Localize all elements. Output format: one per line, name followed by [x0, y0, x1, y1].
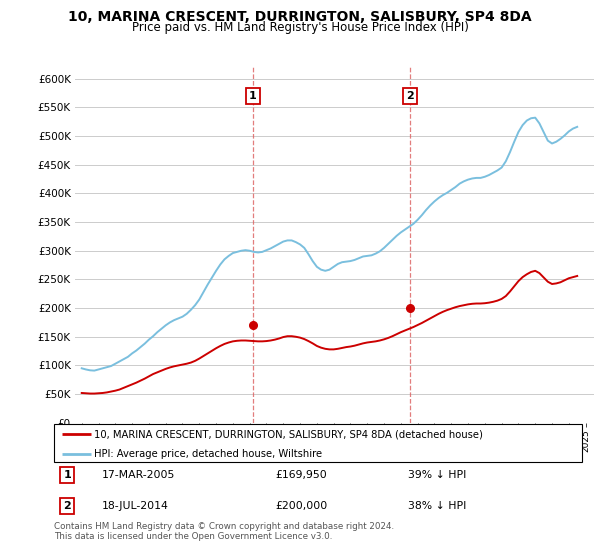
Text: 10, MARINA CRESCENT, DURRINGTON, SALISBURY, SP4 8DA (detached house): 10, MARINA CRESCENT, DURRINGTON, SALISBU… [94, 429, 482, 439]
Text: Price paid vs. HM Land Registry's House Price Index (HPI): Price paid vs. HM Land Registry's House … [131, 21, 469, 34]
Text: 2: 2 [406, 91, 414, 101]
Text: 1: 1 [64, 470, 71, 480]
Text: HPI: Average price, detached house, Wiltshire: HPI: Average price, detached house, Wilt… [94, 449, 322, 459]
Text: 1: 1 [249, 91, 257, 101]
Text: 39% ↓ HPI: 39% ↓ HPI [408, 470, 466, 480]
Text: 2: 2 [64, 501, 71, 511]
FancyBboxPatch shape [54, 424, 582, 462]
Text: £169,950: £169,950 [276, 470, 328, 480]
Text: Contains HM Land Registry data © Crown copyright and database right 2024.
This d: Contains HM Land Registry data © Crown c… [54, 522, 394, 542]
Text: 18-JUL-2014: 18-JUL-2014 [101, 501, 169, 511]
Text: £200,000: £200,000 [276, 501, 328, 511]
Text: 38% ↓ HPI: 38% ↓ HPI [408, 501, 466, 511]
Text: 10, MARINA CRESCENT, DURRINGTON, SALISBURY, SP4 8DA: 10, MARINA CRESCENT, DURRINGTON, SALISBU… [68, 10, 532, 24]
Text: 17-MAR-2005: 17-MAR-2005 [101, 470, 175, 480]
